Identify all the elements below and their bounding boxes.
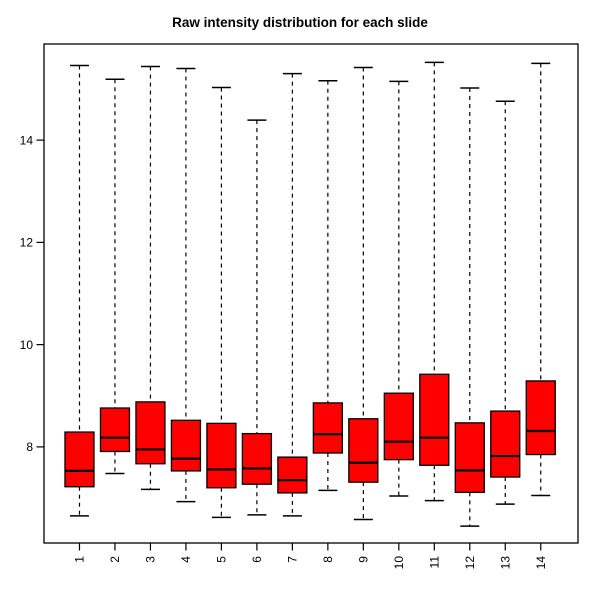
x-axis-tick-label: 6 bbox=[250, 556, 264, 563]
iqr-box-slide-4 bbox=[170, 419, 202, 472]
iqr-box-slide-6 bbox=[241, 432, 273, 485]
chart-title: Raw intensity distribution for each slid… bbox=[172, 15, 428, 30]
iqr-box-slide-9 bbox=[348, 418, 379, 483]
y-axis-tick-label: 8 bbox=[26, 440, 33, 454]
iqr-box-slide-14 bbox=[525, 380, 556, 456]
x-axis-tick-label: 1 bbox=[73, 556, 87, 563]
x-axis-tick-label: 4 bbox=[179, 556, 193, 563]
x-axis-tick-label: 5 bbox=[215, 556, 229, 563]
x-axis-tick-label: 3 bbox=[144, 556, 158, 563]
iqr-box-slide-11 bbox=[419, 373, 450, 466]
x-axis-tick-label: 7 bbox=[286, 556, 300, 563]
x-axis-tick-label: 13 bbox=[498, 556, 512, 570]
iqr-box-slide-2 bbox=[99, 407, 131, 453]
x-axis-tick-label: 9 bbox=[357, 556, 371, 563]
iqr-box-slide-1 bbox=[64, 431, 95, 488]
iqr-box-slide-3 bbox=[135, 401, 166, 465]
iqr-box-slide-7 bbox=[277, 456, 308, 494]
plot-frame bbox=[43, 43, 579, 544]
iqr-box-slide-8 bbox=[312, 402, 344, 454]
x-axis-tick-label: 11 bbox=[427, 556, 441, 569]
iqr-box-slide-12 bbox=[454, 422, 485, 494]
y-axis-tick-label: 14 bbox=[20, 133, 34, 147]
x-axis-tick-label: 14 bbox=[534, 556, 548, 570]
iqr-box-slide-10 bbox=[383, 392, 414, 461]
x-axis-tick-label: 8 bbox=[321, 556, 335, 563]
x-axis-tick-label: 10 bbox=[392, 556, 406, 570]
x-axis-tick-label: 12 bbox=[463, 556, 477, 570]
iqr-box-slide-5 bbox=[206, 422, 237, 489]
y-axis-tick-label: 10 bbox=[20, 338, 34, 352]
x-axis-tick-label: 2 bbox=[108, 556, 122, 563]
iqr-box-slide-13 bbox=[490, 410, 521, 478]
y-axis-tick-label: 12 bbox=[20, 236, 34, 250]
